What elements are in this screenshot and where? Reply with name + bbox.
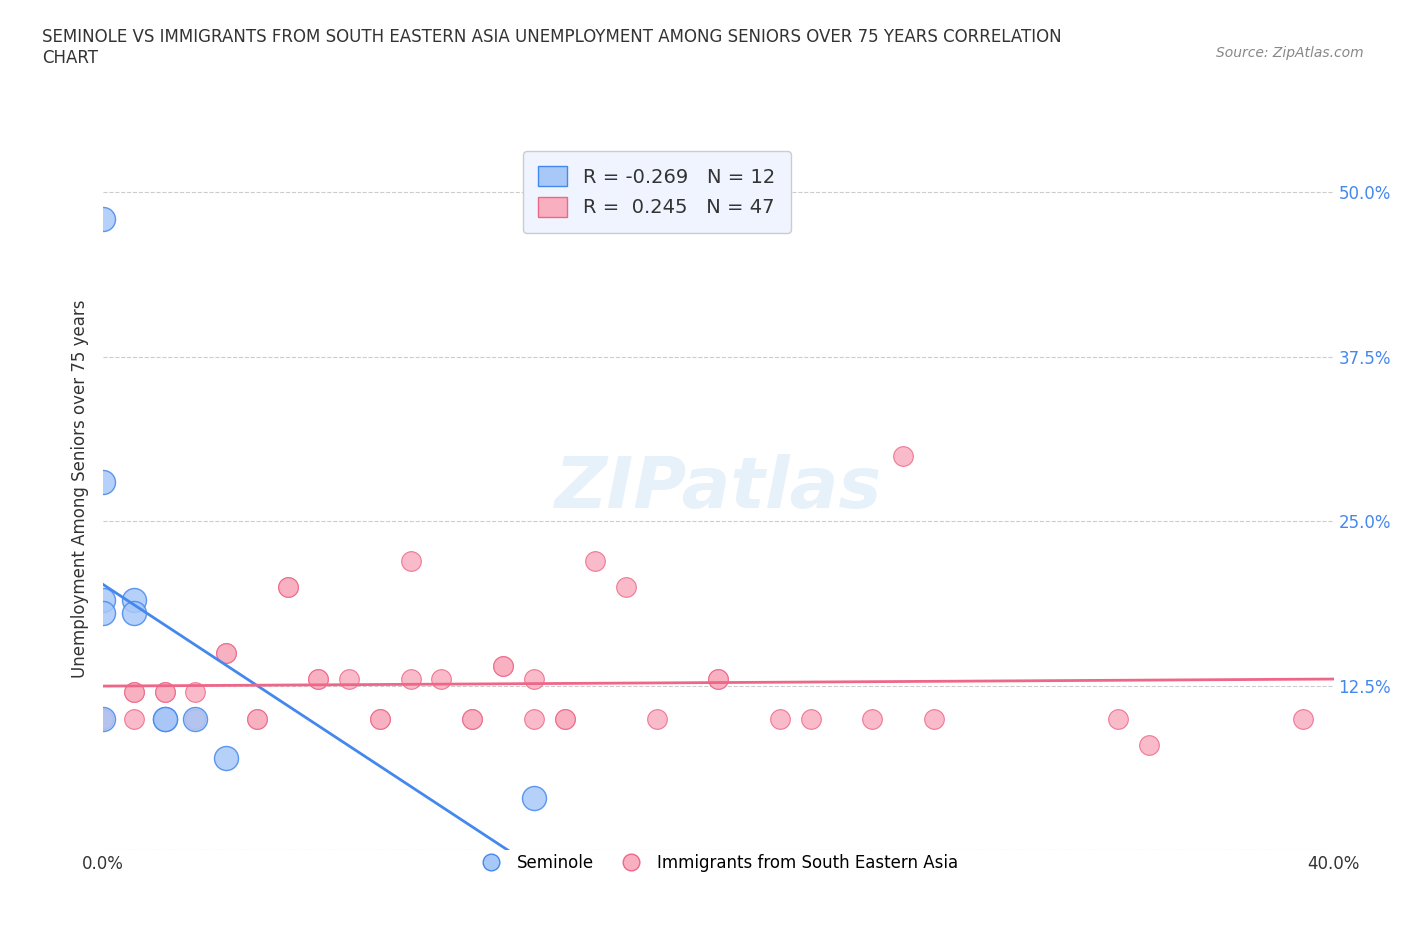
Point <box>523 671 546 686</box>
Point <box>368 711 391 726</box>
Point <box>492 658 515 673</box>
Point <box>91 474 114 489</box>
Y-axis label: Unemployment Among Seniors over 75 years: Unemployment Among Seniors over 75 years <box>72 299 89 678</box>
Text: Source: ZipAtlas.com: Source: ZipAtlas.com <box>1216 46 1364 60</box>
Point <box>554 711 576 726</box>
Point <box>122 685 145 700</box>
Point <box>583 553 606 568</box>
Point <box>153 685 176 700</box>
Point <box>91 211 114 226</box>
Point <box>523 711 546 726</box>
Text: ZIPatlas: ZIPatlas <box>554 454 882 523</box>
Point <box>769 711 792 726</box>
Point <box>184 685 207 700</box>
Point <box>184 711 207 726</box>
Point <box>307 671 329 686</box>
Point <box>91 606 114 621</box>
Point <box>91 711 114 726</box>
Point <box>614 579 637 594</box>
Point <box>492 658 515 673</box>
Point <box>215 645 238 660</box>
Point <box>122 685 145 700</box>
Point <box>1107 711 1129 726</box>
Point <box>1137 737 1160 752</box>
Point <box>184 711 207 726</box>
Point <box>153 711 176 726</box>
Point <box>246 711 269 726</box>
Point <box>461 711 484 726</box>
Point <box>91 711 114 726</box>
Point <box>399 553 422 568</box>
Point <box>153 711 176 726</box>
Point <box>215 751 238 765</box>
Point <box>800 711 823 726</box>
Point <box>184 711 207 726</box>
Point <box>1292 711 1315 726</box>
Point <box>461 711 484 726</box>
Point <box>554 711 576 726</box>
Legend: Seminole, Immigrants from South Eastern Asia: Seminole, Immigrants from South Eastern … <box>471 847 965 878</box>
Point <box>91 592 114 607</box>
Point <box>337 671 360 686</box>
Point <box>860 711 883 726</box>
Point <box>368 711 391 726</box>
Point <box>153 685 176 700</box>
Point <box>122 606 145 621</box>
Point <box>277 579 299 594</box>
Point <box>645 711 668 726</box>
Point <box>277 579 299 594</box>
Point <box>122 711 145 726</box>
Point <box>122 592 145 607</box>
Point <box>153 711 176 726</box>
Point <box>707 671 730 686</box>
Point <box>399 671 422 686</box>
Point <box>153 711 176 726</box>
Point <box>707 671 730 686</box>
Point <box>891 448 914 463</box>
Point <box>246 711 269 726</box>
Point <box>922 711 945 726</box>
Point <box>91 711 114 726</box>
Point <box>215 645 238 660</box>
Text: SEMINOLE VS IMMIGRANTS FROM SOUTH EASTERN ASIA UNEMPLOYMENT AMONG SENIORS OVER 7: SEMINOLE VS IMMIGRANTS FROM SOUTH EASTER… <box>42 28 1062 67</box>
Point <box>430 671 453 686</box>
Point <box>523 790 546 805</box>
Point <box>307 671 329 686</box>
